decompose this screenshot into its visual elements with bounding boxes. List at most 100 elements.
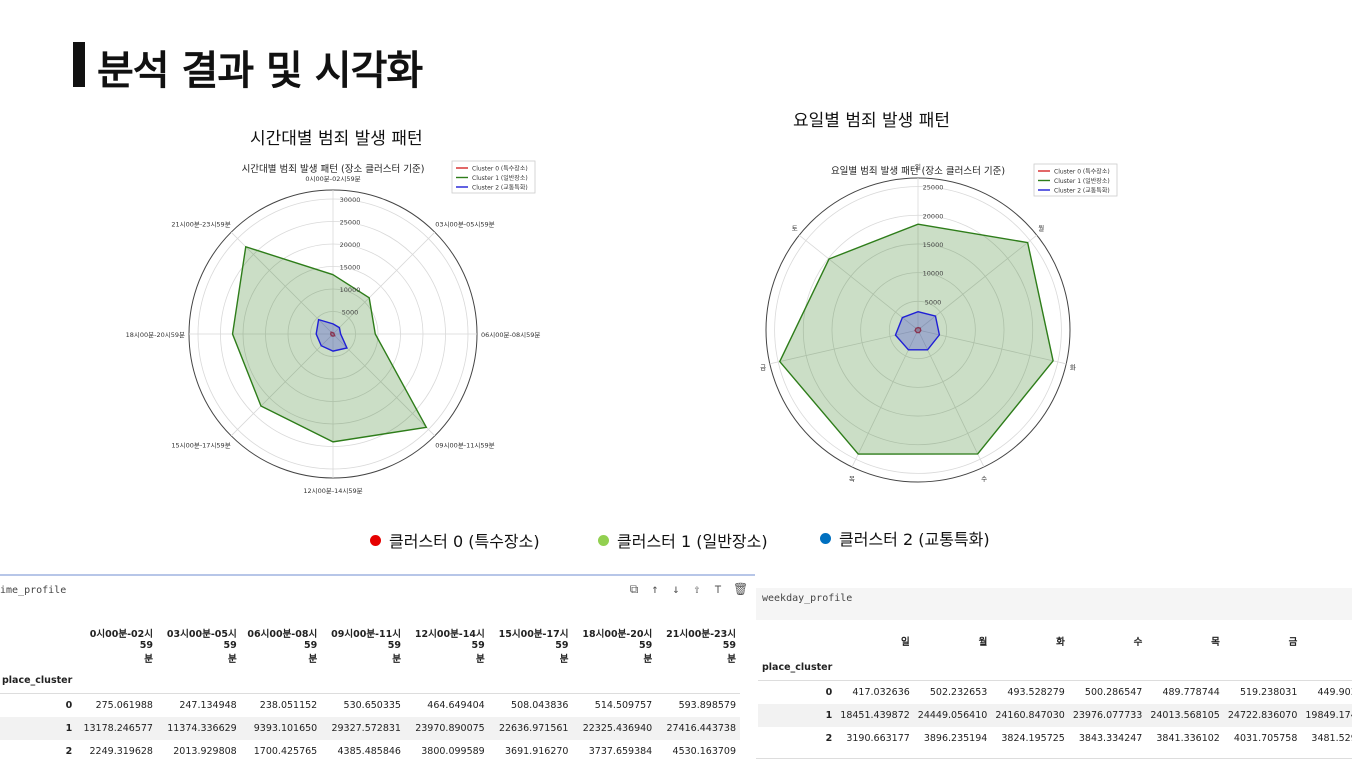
column-header: 06시00분-08시59 분	[247, 629, 318, 665]
column-header: 09시00분-11시59 분	[331, 629, 401, 665]
category-label: 목	[849, 475, 855, 483]
table-header-row: 0시00분-02시59 분 03시00분-05시59 분 06시00분-08시59 분…	[0, 624, 740, 667]
series-area-cluster-1	[778, 223, 1054, 455]
category-label: 03시00분-05시59분	[435, 221, 494, 229]
legend-entry: Cluster 0 (특수장소)	[472, 165, 528, 173]
category-label: 18시00분-20시59분	[126, 331, 185, 339]
grid-spoke	[230, 231, 334, 335]
chart-title: 요일별 범죄 발생 패턴 (장소 클러스터 기준)	[831, 166, 1005, 177]
legend-label: 클러스터 2 (교통특화)	[839, 530, 990, 549]
legend-entry: Cluster 1 (일반장소)	[1054, 177, 1110, 185]
rtick-label: 25000	[340, 219, 361, 227]
category-label: 토	[792, 225, 798, 233]
legend-item-cluster-0: 클러스터 0 (특수장소)	[370, 528, 540, 552]
rtick-label: 30000	[340, 196, 361, 204]
grid-spoke	[851, 329, 919, 468]
category-label: 화	[1070, 363, 1076, 371]
series-area-cluster-0	[914, 326, 922, 334]
table-row: 2 2249.319628 2013.929808 1700.425765 4385.…	[65, 746, 736, 757]
legend-entry: Cluster 2 (교통특화)	[472, 185, 528, 192]
grid-spoke	[917, 234, 1038, 331]
time-profile-table: 0시00분-02시59 분 03시00분-05시59 분 06시00분-08시59 분…	[0, 624, 740, 763]
table-row: 2 3190.663177 3896.235194 3824.195725 3843.…	[825, 733, 1352, 744]
category-label: 06시00분-08시59분	[481, 331, 540, 339]
variable-name: weekday_profile	[762, 593, 853, 604]
legend-label: 클러스터 0 (특수장소)	[389, 532, 540, 551]
legend-item-cluster-1: 클러스터 1 (일반장소)	[598, 528, 768, 552]
category-label: 09시00분-11시59분	[435, 441, 494, 449]
rtick-label: 15000	[923, 241, 944, 249]
variable-name: ime_profile	[0, 585, 67, 596]
index-name: place_cluster	[2, 674, 73, 686]
chart-title: 시간대별 범죄 발생 패턴 (장소 클러스터 기준)	[242, 164, 425, 175]
weekday-profile-panel: weekday_profile 일 월 화 수 목 금 토 place_clus…	[756, 588, 1352, 761]
legend-entry: Cluster 2 (교통특화)	[1054, 188, 1110, 195]
rtick-label: 10000	[340, 286, 361, 294]
column-header: 03시00분-05시59 분	[166, 629, 237, 665]
table-row: 0 417.032636 502.232653 493.528279 500.2865…	[825, 687, 1352, 698]
column-header: 12시00분-14시59 분	[414, 629, 485, 665]
series-area-cluster-2	[315, 318, 348, 352]
index-name-row: place_cluster	[0, 667, 740, 694]
category-label: 금	[760, 363, 766, 371]
column-header: 목	[1211, 637, 1220, 648]
column-header: 월	[978, 637, 988, 648]
legend-dot	[598, 534, 609, 546]
table-row: 1 18451.439872 24449.056410 24160.847030 23…	[758, 704, 1352, 727]
legend-dot	[820, 532, 831, 544]
rtick-label: 25000	[923, 184, 944, 192]
grid-spoke	[769, 329, 919, 365]
code-cell-header	[756, 588, 1352, 620]
legend-entry: Cluster 1 (일반장소)	[472, 174, 528, 182]
time-profile-panel: ime_profile ⧉ ↑ ↓ ⇪ ⊤ 🗑 0시00분-02시59 분 03시…	[0, 574, 755, 763]
legend-label: 클러스터 1 (일반장소)	[617, 532, 768, 551]
series-area-cluster-1	[231, 245, 428, 443]
column-header: 21시00분-23시59 분	[666, 629, 736, 665]
column-header: 일	[901, 637, 910, 648]
arrow-down-icon[interactable]: ↓	[672, 582, 680, 596]
category-label: 월	[1038, 224, 1044, 233]
grid-spoke	[332, 231, 436, 335]
category-label: 일	[915, 162, 921, 171]
time-section-heading: 시간대별 범죄 발생 패턴	[250, 129, 423, 149]
rtick-label: 15000	[340, 264, 361, 272]
category-label: 12시00분-14시59분	[303, 487, 362, 495]
table-row: 1 13178.246577 11374.336629 9393.101650 293…	[0, 717, 740, 740]
divider	[756, 758, 1352, 759]
page-title: 분석 결과 및 시각화	[97, 48, 423, 94]
copy-icon[interactable]: ⧉	[629, 582, 639, 596]
upload-icon[interactable]: ⇪	[693, 582, 701, 596]
column-header: 화	[1056, 637, 1065, 648]
category-label: 0시00분-02시59분	[305, 175, 360, 183]
table-row: 0 275.061988 247.134948 238.051152 530.6503…	[65, 700, 736, 711]
column-header: 수	[1133, 637, 1143, 648]
arrow-up-icon[interactable]: ↑	[651, 582, 659, 596]
grid-spoke	[230, 333, 334, 437]
column-header: 0시00분-02시59 분	[89, 629, 153, 665]
trash-icon[interactable]: 🗑	[733, 582, 749, 596]
rtick-label: 20000	[340, 241, 361, 249]
category-label: 21시00분-23시59분	[171, 221, 230, 229]
series-area-cluster-0	[329, 331, 336, 337]
rtick-label: 5000	[342, 309, 359, 317]
split-icon[interactable]: ⊤	[714, 582, 722, 596]
legend-entry: Cluster 0 (특수장소)	[1054, 168, 1110, 176]
grid-spoke	[798, 234, 919, 331]
category-label: 수	[981, 475, 987, 483]
rtick-label: 20000	[923, 212, 944, 220]
grid-spoke	[917, 329, 1067, 365]
rtick-label: 5000	[925, 298, 942, 306]
category-label: 15시00분-17시59분	[171, 441, 230, 449]
index-name-row: place_cluster	[758, 654, 1352, 681]
index-name: place_cluster	[762, 661, 833, 673]
rtick-label: 10000	[923, 270, 944, 278]
title-accent-bar	[73, 42, 85, 87]
column-header: 토	[1301, 628, 1352, 654]
cell-toolbar: ⧉ ↑ ↓ ⇪ ⊤ 🗑	[628, 582, 749, 597]
weekday-section-heading: 요일별 범죄 발생 패턴	[793, 111, 950, 131]
column-header: 금	[1288, 637, 1298, 648]
legend-item-cluster-2: 클러스터 2 (교통특화)	[820, 526, 990, 550]
table-header-row: 일 월 화 수 목 금 토	[758, 628, 1352, 654]
column-header: 15시00분-17시59 분	[498, 629, 569, 665]
radar-charts: 시간대별 범죄 발생 패턴 (장소 클러스터 기준) 5000 10000 15000…	[126, 160, 1118, 495]
